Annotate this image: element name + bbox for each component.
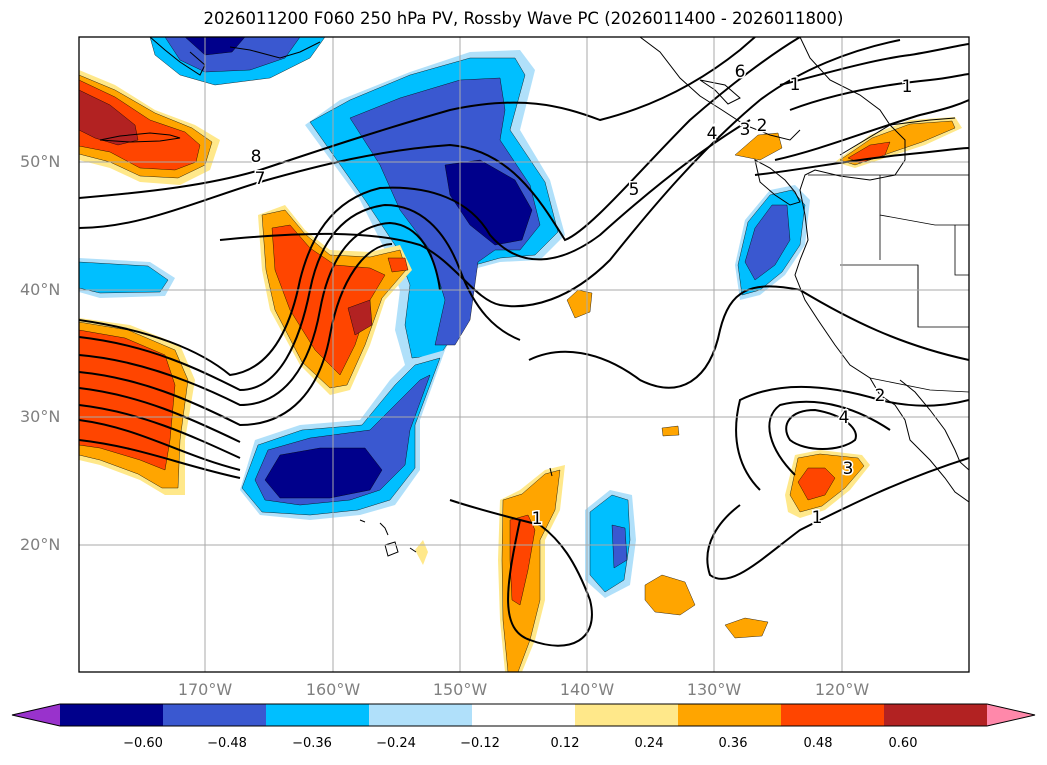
contour-label: 2 bbox=[757, 116, 768, 136]
contour-label: 1 bbox=[790, 75, 801, 95]
colorbar-min-extend bbox=[12, 704, 60, 726]
contour-label: 1 bbox=[812, 508, 823, 528]
colorbar-tick-label: 0.12 bbox=[550, 736, 580, 751]
negative-pv-shading bbox=[264, 447, 383, 499]
contour-label: 8 bbox=[251, 147, 262, 167]
lon-label: 170°W bbox=[177, 680, 233, 699]
contour-label: 1 bbox=[532, 509, 543, 529]
colorbar-segment bbox=[575, 704, 679, 726]
lon-label: 120°W bbox=[814, 680, 870, 699]
contour-label: 4 bbox=[839, 408, 850, 428]
contour-label: 2 bbox=[875, 386, 886, 406]
lat-label: 30°N bbox=[20, 407, 61, 426]
lon-label: 140°W bbox=[559, 680, 615, 699]
colorbar-tick-label: 0.48 bbox=[803, 736, 833, 751]
contour-label: 1 bbox=[902, 77, 913, 97]
contour-label: 4 bbox=[707, 124, 718, 144]
contour-label: 7 bbox=[255, 169, 266, 189]
contour-labels: 8 7 6 5 4 3 2 1 1 1 1 2 3 4 bbox=[249, 61, 914, 531]
colorbar-segment bbox=[369, 704, 473, 726]
colorbar-tick-label: 0.36 bbox=[718, 736, 748, 751]
contour-label: 3 bbox=[740, 120, 751, 140]
colorbar-segment bbox=[163, 704, 267, 726]
positive-pv-shading bbox=[79, 89, 139, 146]
colorbar-segment bbox=[678, 704, 782, 726]
lon-label: 150°W bbox=[432, 680, 488, 699]
negative-pv-shading bbox=[184, 37, 246, 56]
negative-pv-shading bbox=[744, 204, 791, 281]
colorbar-tick-label: −0.24 bbox=[376, 736, 416, 751]
contour-label: 5 bbox=[629, 180, 640, 200]
negative-pv-shading bbox=[79, 261, 169, 294]
page-title: 2026011200 F060 250 hPa PV, Rossby Wave … bbox=[203, 9, 844, 28]
positive-pv-shading bbox=[644, 574, 696, 616]
positive-pv-shading bbox=[797, 467, 836, 501]
positive-pv-shading bbox=[415, 540, 428, 565]
map-area bbox=[79, 37, 969, 672]
lon-label: 160°W bbox=[305, 680, 361, 699]
lat-label: 40°N bbox=[20, 280, 61, 299]
positive-pv-shading bbox=[387, 257, 409, 273]
positive-pv-shading bbox=[347, 299, 373, 336]
positive-anomaly-fields bbox=[79, 70, 962, 672]
colorbar-segment bbox=[884, 704, 988, 726]
contour-label: 3 bbox=[843, 459, 854, 479]
colorbar-max-extend bbox=[987, 704, 1035, 726]
colorbar-outline bbox=[11, 703, 1036, 727]
positive-pv-shading bbox=[79, 329, 176, 471]
political-borders bbox=[808, 174, 969, 393]
colorbar-segment bbox=[60, 704, 164, 726]
lat-label: 50°N bbox=[20, 152, 61, 171]
colorbar-segment bbox=[472, 704, 576, 726]
contour-label: 6 bbox=[735, 62, 746, 82]
graticule bbox=[79, 37, 969, 672]
colorbar-tick-label: 0.24 bbox=[634, 736, 664, 751]
colorbar bbox=[11, 703, 1036, 727]
colorbar-segment bbox=[781, 704, 885, 726]
negative-pv-shading bbox=[444, 159, 533, 246]
map-frame bbox=[78, 36, 970, 673]
negative-pv-shading bbox=[611, 524, 628, 569]
positive-pv-shading bbox=[566, 289, 593, 319]
colorbar-tick-label: −0.36 bbox=[292, 736, 332, 751]
coastlines bbox=[99, 37, 969, 557]
colorbar-tick-label: −0.60 bbox=[123, 736, 163, 751]
lat-label: 20°N bbox=[20, 535, 61, 554]
colorbar-tick-label: −0.12 bbox=[460, 736, 500, 751]
positive-pv-shading bbox=[734, 132, 783, 161]
negative-anomaly-fields bbox=[79, 37, 810, 598]
positive-pv-shading bbox=[661, 425, 680, 437]
lon-label: 130°W bbox=[686, 680, 742, 699]
colorbar-segment bbox=[266, 704, 370, 726]
positive-pv-shading bbox=[724, 617, 769, 639]
colorbar-tick-label: −0.48 bbox=[207, 736, 247, 751]
colorbar-tick-label: 0.60 bbox=[888, 736, 918, 751]
